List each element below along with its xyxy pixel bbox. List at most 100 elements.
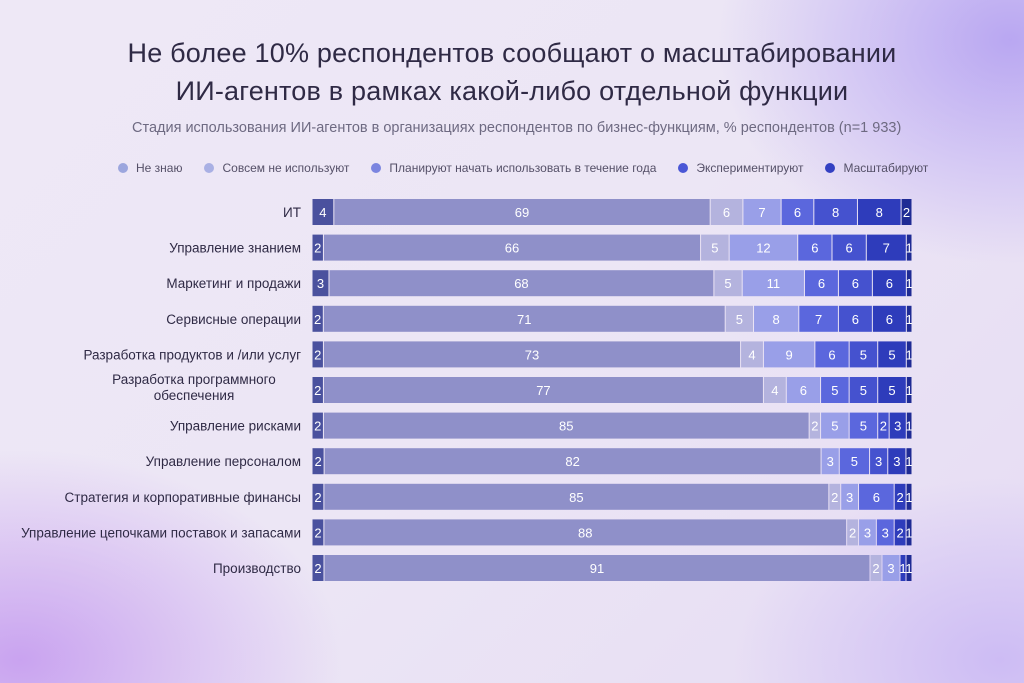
bar-value-label: 85	[559, 419, 573, 434]
bar-segment	[312, 519, 324, 546]
bar-value-label: 1	[906, 347, 913, 362]
bar-value-label: 5	[888, 383, 895, 398]
bar-value-label: 5	[851, 454, 858, 469]
bar-segment	[815, 341, 849, 368]
bar-segment	[872, 270, 906, 297]
bar-value-label: 3	[882, 525, 889, 540]
bar-value-label: 2	[314, 454, 321, 469]
category-label: Управление знанием	[169, 241, 301, 256]
bar-value-label: 6	[886, 276, 893, 291]
bar-value-label: 5	[860, 383, 867, 398]
bar-segment	[763, 341, 815, 368]
bar-segment	[894, 483, 906, 510]
bar-value-label: 5	[711, 241, 718, 256]
category-label: Разработка продуктов и /или услуг	[83, 347, 301, 362]
bar-value-label: 2	[897, 490, 904, 505]
bar-segment	[900, 555, 906, 581]
bar-value-label: 8	[773, 312, 780, 327]
bar-value-label: 82	[565, 454, 579, 469]
bar-segment	[312, 448, 324, 475]
bar-value-label: 2	[314, 241, 321, 256]
chart-subtitle: Стадия использования ИИ-агентов в органи…	[132, 120, 902, 136]
bar-value-label: 91	[590, 561, 604, 576]
bar-segment	[821, 412, 849, 439]
bar-value-label: 3	[846, 490, 853, 505]
bar-segment	[906, 448, 912, 475]
bar-value-label: 1	[906, 241, 913, 256]
bar-segment	[312, 270, 329, 297]
bar-value-label: 5	[831, 419, 838, 434]
bar-value-label: 2	[880, 419, 887, 434]
bar-segment	[781, 199, 814, 225]
chart-title-line-1: Не более 10% респондентов сообщают о мас…	[127, 38, 897, 68]
bar-segment	[312, 199, 334, 225]
bar-segment	[312, 234, 323, 261]
bar-value-label: 11	[767, 276, 781, 291]
category-label: Сервисные операции	[166, 312, 301, 327]
bar-segment	[906, 483, 912, 510]
bar-value-label: 2	[314, 490, 321, 505]
bar-value-label: 2	[314, 312, 321, 327]
bar-segment	[786, 377, 821, 403]
bar-value-label: 3	[887, 561, 894, 576]
bar-value-label: 4	[748, 347, 755, 362]
bar-value-label: 6	[846, 241, 853, 256]
bar-segment	[323, 305, 725, 332]
legend-item: Экспериментируют	[678, 161, 803, 175]
bar-value-label: 2	[314, 525, 321, 540]
bar-segment	[901, 199, 912, 225]
bar-segment	[334, 199, 710, 225]
bar-value-label: 5	[724, 276, 731, 291]
bar-segment	[906, 270, 912, 297]
bar-segment	[729, 234, 798, 261]
bar-segment	[799, 305, 838, 332]
bar-segment	[894, 519, 906, 546]
bar-value-label: 2	[314, 561, 321, 576]
bar-segment	[312, 341, 323, 368]
bar-value-label: 1	[906, 312, 913, 327]
bar-value-label: 3	[827, 454, 834, 469]
bar-segment	[804, 270, 838, 297]
bar-segment	[324, 519, 847, 546]
bar-segment	[888, 448, 906, 475]
bar-value-label: 7	[815, 312, 822, 327]
bar-segment	[324, 483, 829, 510]
bar-value-label: 7	[758, 205, 765, 220]
chart-title-line-2: ИИ-агентов в рамках какой-либо отдельной…	[175, 76, 849, 106]
bar-segment	[906, 519, 912, 546]
bar-value-label: 1	[905, 561, 912, 576]
category-label: Маркетинг и продажи	[166, 276, 301, 291]
bar-value-label: 2	[314, 383, 321, 398]
bar-segment	[870, 555, 882, 581]
bar-value-label: 5	[860, 419, 867, 434]
chart-legend: Не знаю Совсем не используют Планируют нач…	[118, 158, 950, 178]
legend-swatch	[204, 163, 215, 173]
category-label: обеспечения	[154, 388, 235, 403]
bar-segment	[312, 412, 323, 439]
bar-segment	[878, 341, 906, 368]
bar-value-label: 6	[794, 205, 801, 220]
bar-value-label: 5	[736, 312, 743, 327]
bar-value-label: 1	[899, 561, 906, 576]
bar-segment	[714, 270, 742, 297]
bar-value-label: 2	[831, 490, 838, 505]
bar-segment	[323, 341, 741, 368]
bar-segment	[838, 305, 872, 332]
bar-segment	[312, 305, 323, 332]
bar-segment	[866, 234, 906, 261]
bar-segment	[857, 199, 901, 225]
bar-value-label: 5	[888, 347, 895, 362]
bar-segment	[743, 199, 781, 225]
bar-segment	[841, 483, 859, 510]
bar-segment	[849, 377, 878, 403]
bar-segment	[906, 412, 912, 439]
bar-segment	[872, 305, 906, 332]
bar-segment	[870, 448, 888, 475]
bar-value-label: 12	[756, 241, 770, 256]
bar-value-label: 6	[886, 312, 893, 327]
bar-value-label: 68	[514, 276, 528, 291]
bar-segment	[809, 412, 821, 439]
bar-segment	[849, 341, 878, 368]
bar-value-label: 1	[906, 383, 913, 398]
legend-item: Планируют начать использовать в течение …	[371, 161, 656, 175]
